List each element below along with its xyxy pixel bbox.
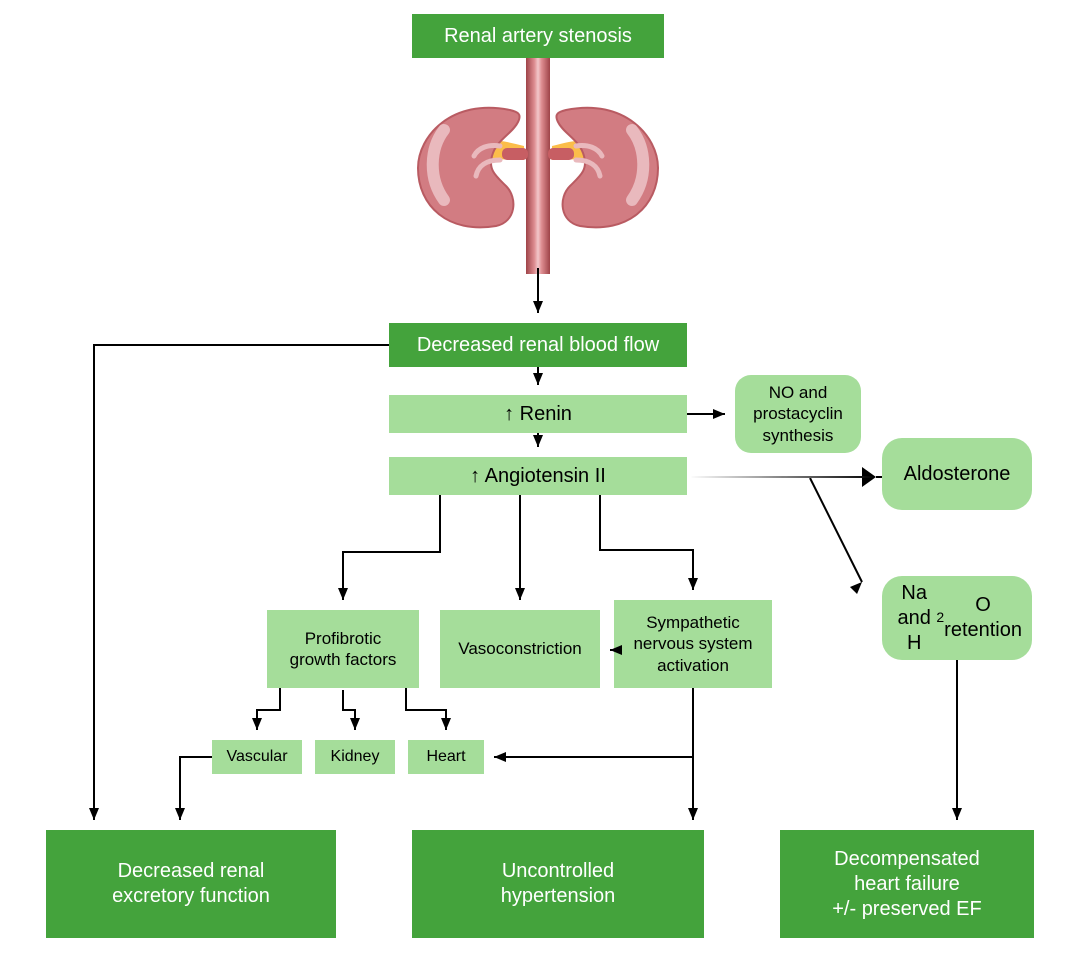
flowchart-node-n4: ↑ Angiotensin II	[389, 457, 687, 495]
flowchart-node-n3: ↑ Renin	[389, 395, 687, 433]
flowchart-node-n9: Vasoconstriction	[440, 610, 600, 688]
flowchart-node-n16: Decompensatedheart failure+/- preserved …	[780, 830, 1034, 938]
kidney-illustration	[400, 58, 676, 274]
flowchart-node-n10: Sympatheticnervous systemactivation	[614, 600, 772, 688]
flowchart-node-n7: Na and H2Oretention	[882, 576, 1032, 660]
flowchart-node-n6: Aldosterone	[882, 438, 1032, 510]
flowchart-node-n8: Profibroticgrowth factors	[267, 610, 419, 688]
flowchart-node-n15: Uncontrolledhypertension	[412, 830, 704, 938]
flowchart-node-n5: NO andprostacyclinsynthesis	[735, 375, 861, 453]
flowchart-node-n12: Kidney	[315, 740, 395, 774]
flowchart-node-n2: Decreased renal blood flow	[389, 323, 687, 367]
flowchart-node-n14: Decreased renalexcretory function	[46, 830, 336, 938]
flowchart-node-n13: Heart	[408, 740, 484, 774]
flowchart-node-n11: Vascular	[212, 740, 302, 774]
flowchart-node-n1: Renal artery stenosis	[412, 14, 664, 58]
